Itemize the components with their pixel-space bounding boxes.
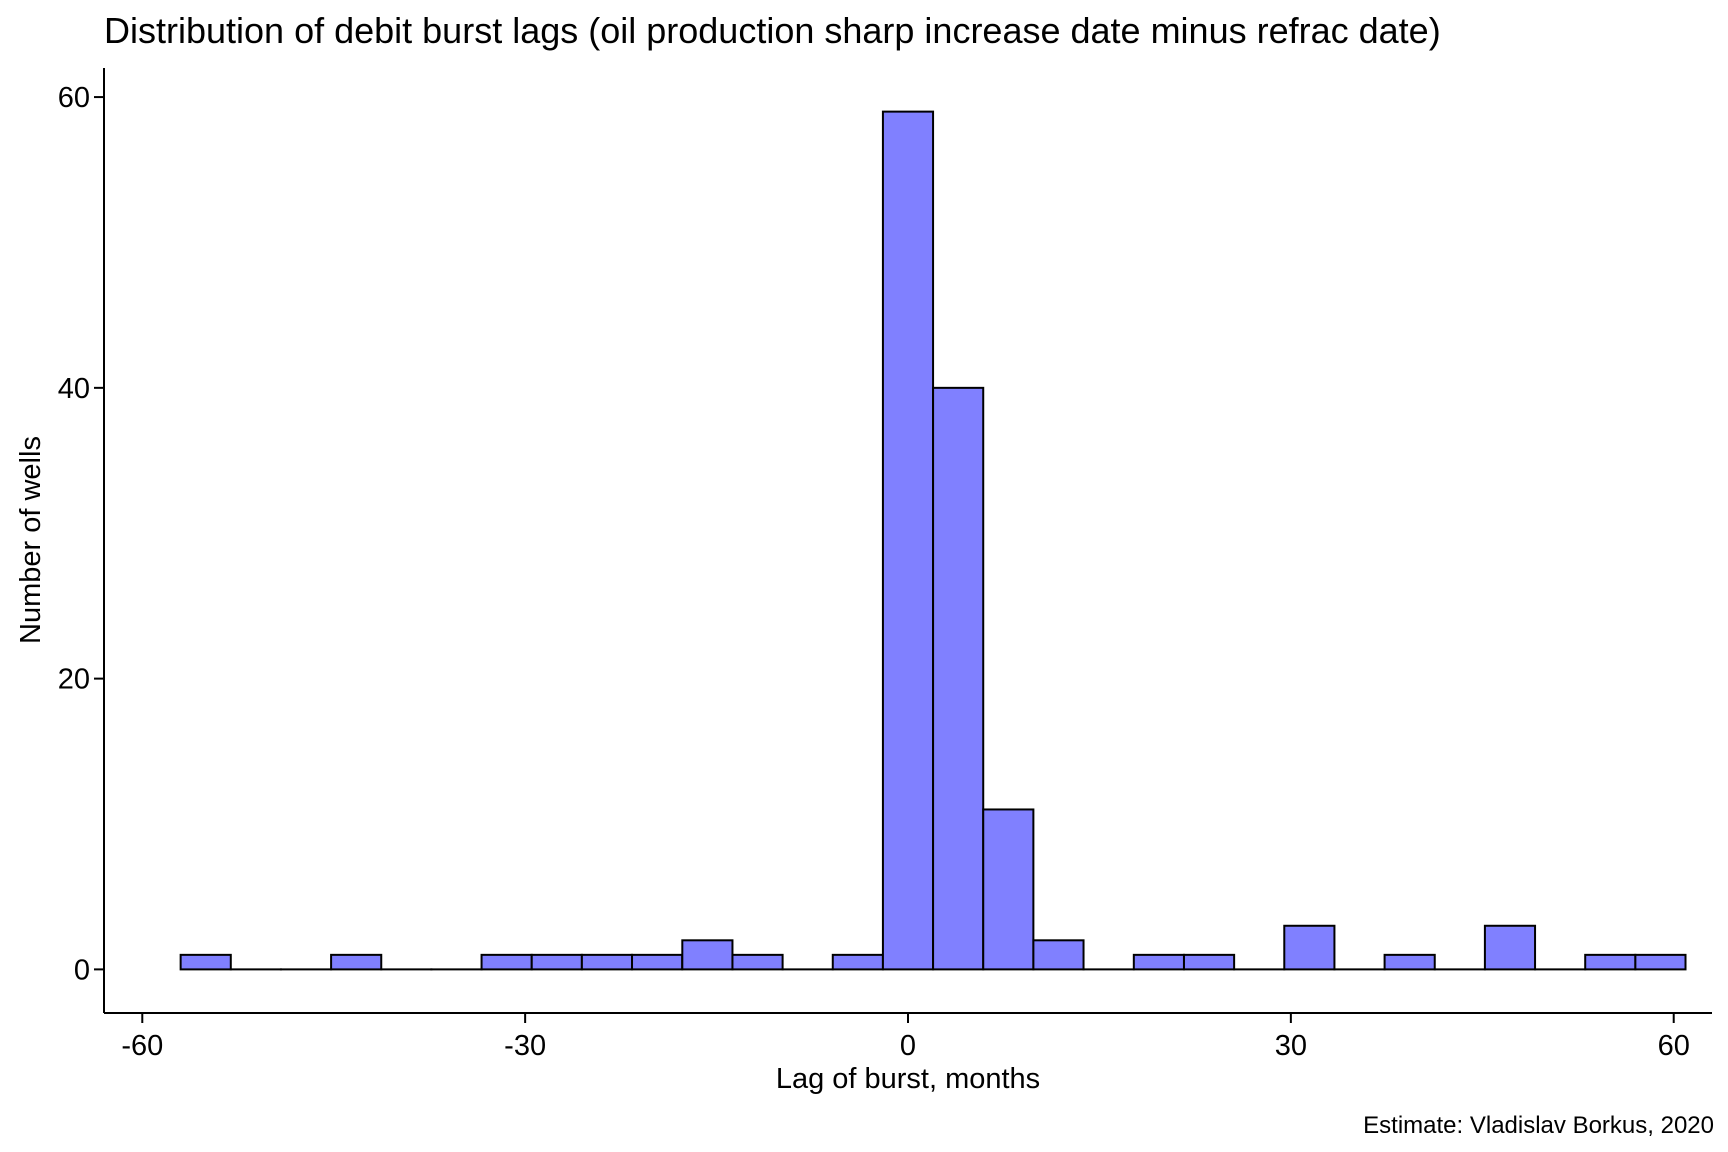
- histogram-bar: [1584, 953, 1637, 971]
- histogram-bar: [1483, 924, 1537, 971]
- y-tick-label: 0: [74, 954, 90, 986]
- histogram-bar: [1182, 953, 1236, 971]
- histogram-bars: [179, 110, 1687, 971]
- histogram-bar: [731, 953, 784, 971]
- histogram-bar: [831, 953, 884, 971]
- chart-title: Distribution of debit burst lags (oil pr…: [104, 10, 1441, 51]
- histogram-bar: [480, 953, 533, 971]
- histogram-bar: [1132, 953, 1185, 971]
- histogram-bar: [1383, 953, 1436, 971]
- histogram-bar: [982, 808, 1035, 971]
- histogram-bar: [881, 110, 935, 971]
- histogram-bar: [1032, 939, 1085, 971]
- y-tick-label: 20: [58, 664, 90, 696]
- x-tick-label: -60: [121, 1030, 163, 1062]
- x-tick-label: 30: [1275, 1030, 1307, 1062]
- histogram-bar: [631, 953, 684, 971]
- x-tick-label: -30: [504, 1030, 546, 1062]
- chart-caption: Estimate: Vladislav Borkus, 2020: [1363, 1112, 1714, 1139]
- histogram-bar: [330, 953, 383, 971]
- y-axis-title: Number of wells: [15, 436, 47, 644]
- histogram-bar: [681, 939, 734, 971]
- y-tick-label: 40: [58, 373, 90, 405]
- y-axis-ticks: 0 20 40 60: [58, 82, 104, 986]
- x-tick-label: 0: [900, 1030, 916, 1062]
- histogram-bar: [1634, 953, 1687, 971]
- x-axis-ticks: -60 -30 0 30 60: [121, 1013, 1690, 1062]
- histogram-bar: [932, 386, 985, 971]
- x-tick-label: 60: [1658, 1030, 1690, 1062]
- histogram-bar: [530, 953, 583, 971]
- x-axis-title: Lag of burst, months: [776, 1063, 1040, 1095]
- histogram-bar: [580, 953, 634, 971]
- histogram-bar: [1283, 924, 1336, 971]
- histogram-bar: [179, 953, 232, 971]
- y-tick-label: 60: [58, 82, 90, 114]
